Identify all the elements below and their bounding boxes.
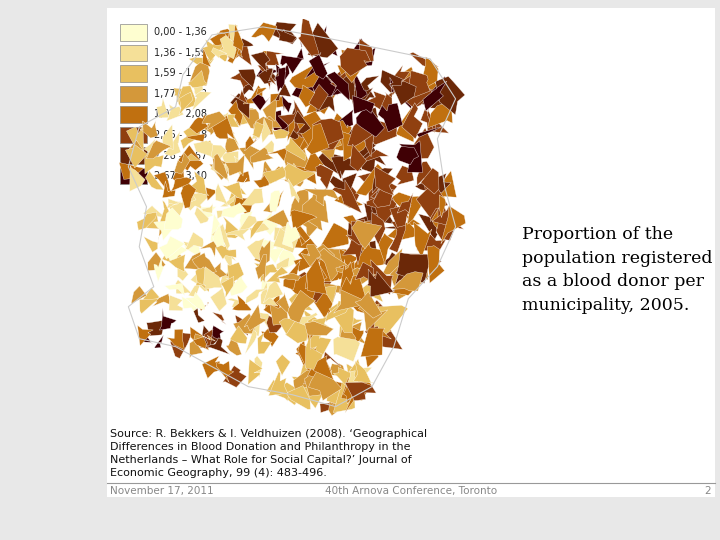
Bar bbox=[120, 127, 147, 143]
Text: 1,59 - 1,77: 1,59 - 1,77 bbox=[154, 69, 207, 78]
Text: 1,92 - 2,08: 1,92 - 2,08 bbox=[154, 110, 207, 119]
Text: 2,67 - 3,40: 2,67 - 3,40 bbox=[154, 171, 207, 181]
Text: 2: 2 bbox=[705, 487, 711, 496]
Text: 2,26 - 2,67: 2,26 - 2,67 bbox=[154, 151, 207, 160]
Text: 1,77 - 1,92: 1,77 - 1,92 bbox=[154, 89, 207, 99]
Bar bbox=[120, 147, 147, 164]
FancyBboxPatch shape bbox=[107, 8, 715, 497]
Text: Source: R. Bekkers & I. Veldhuizen (2008). ‘Geographical
Differences in Blood Do: Source: R. Bekkers & I. Veldhuizen (2008… bbox=[110, 429, 427, 478]
Text: 1,36 - 1,59: 1,36 - 1,59 bbox=[154, 48, 207, 58]
Text: 2,06 - 2,28: 2,06 - 2,28 bbox=[154, 130, 207, 140]
Bar bbox=[120, 106, 147, 123]
Bar bbox=[120, 65, 147, 82]
Bar bbox=[120, 45, 147, 61]
Text: November 17, 2011: November 17, 2011 bbox=[110, 487, 214, 496]
Text: 40th Arnova Conference, Toronto: 40th Arnova Conference, Toronto bbox=[325, 487, 497, 496]
Text: 0,00 - 1,36: 0,00 - 1,36 bbox=[154, 28, 207, 37]
Text: Proportion of the
population registered
as a blood donor per
municipality, 2005.: Proportion of the population registered … bbox=[522, 226, 713, 314]
Bar bbox=[120, 86, 147, 102]
Bar bbox=[120, 24, 147, 40]
Bar bbox=[120, 168, 147, 184]
